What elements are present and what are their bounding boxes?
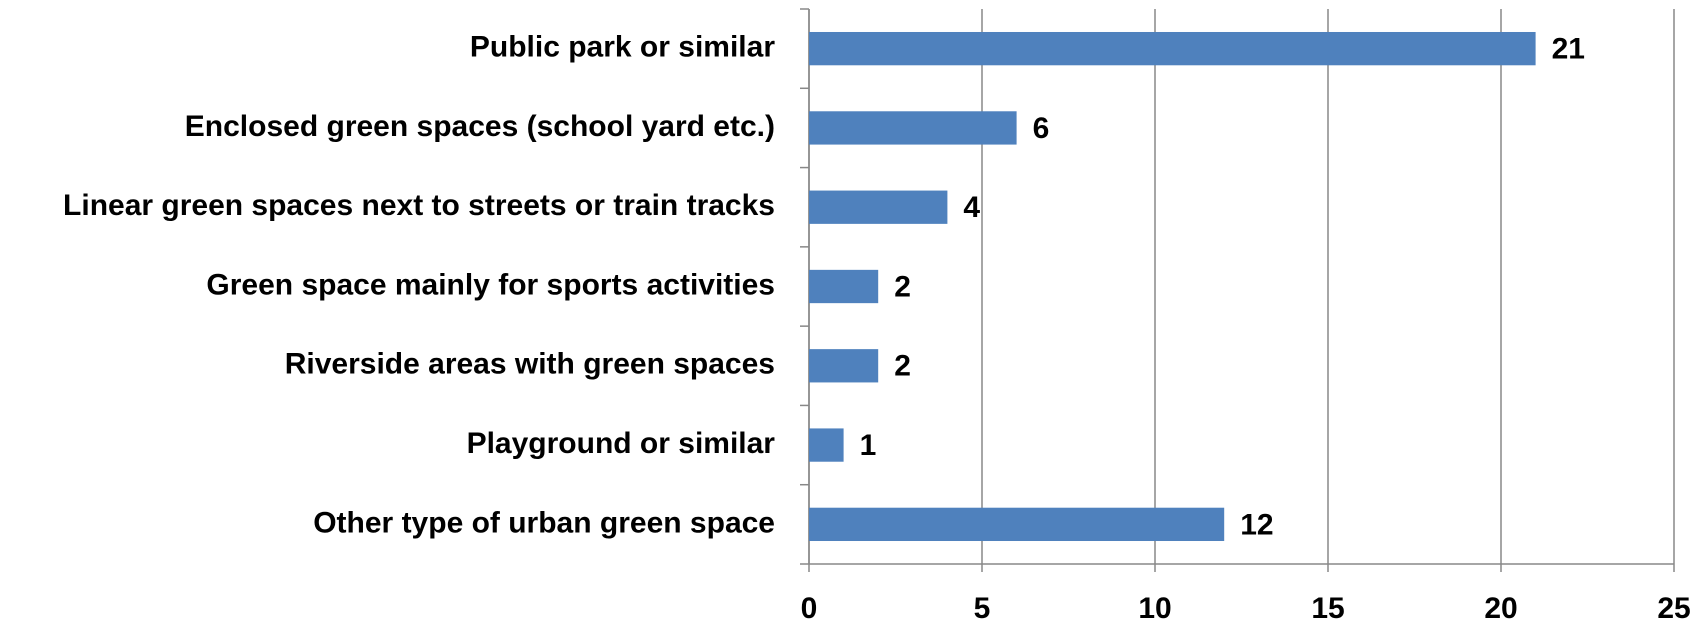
y-tick-label: Other type of urban green space bbox=[313, 506, 775, 539]
data-label: 12 bbox=[1240, 508, 1273, 541]
bar bbox=[809, 111, 1017, 145]
bar bbox=[809, 507, 1225, 542]
y-tick-label: Green space mainly for sports activities bbox=[206, 268, 775, 301]
y-tick-label: Linear green spaces next to streets or t… bbox=[63, 189, 775, 222]
data-label: 6 bbox=[1033, 112, 1050, 145]
y-tick-label: Enclosed green spaces (school yard etc.) bbox=[185, 110, 775, 143]
x-tick-label: 25 bbox=[1657, 592, 1690, 625]
x-tick-label: 15 bbox=[1311, 592, 1344, 625]
data-label: 1 bbox=[860, 429, 877, 462]
y-tick-label: Public park or similar bbox=[470, 31, 775, 64]
data-label: 2 bbox=[894, 270, 911, 303]
bar bbox=[809, 349, 879, 383]
x-tick-label: 5 bbox=[974, 592, 991, 625]
bar bbox=[809, 428, 844, 462]
bar bbox=[809, 31, 1536, 66]
data-label: 4 bbox=[963, 191, 980, 224]
x-tick-label: 0 bbox=[801, 592, 818, 625]
bar bbox=[809, 269, 879, 304]
x-tick-label: 20 bbox=[1484, 592, 1517, 625]
bar bbox=[809, 190, 948, 224]
x-tick-label: 10 bbox=[1138, 592, 1171, 625]
y-tick-label: Playground or similar bbox=[467, 427, 776, 460]
data-label: 21 bbox=[1552, 33, 1585, 66]
data-label: 2 bbox=[894, 350, 911, 383]
y-tick-label: Riverside areas with green spaces bbox=[285, 348, 775, 381]
